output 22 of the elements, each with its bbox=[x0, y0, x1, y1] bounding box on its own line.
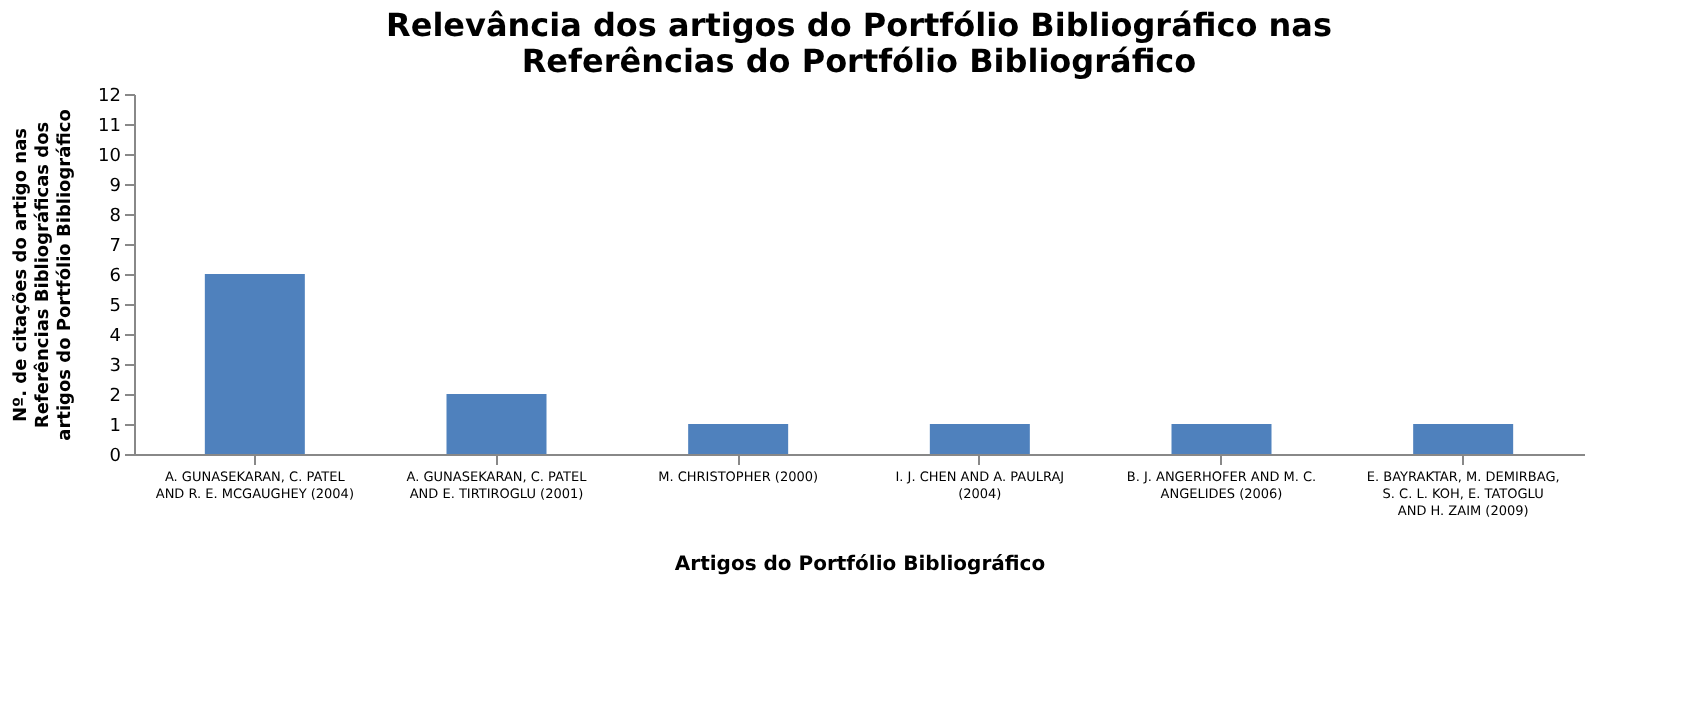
y-tick-label: 10 bbox=[98, 147, 122, 167]
y-tick-label: 9 bbox=[109, 177, 122, 197]
bar bbox=[446, 394, 547, 454]
y-tick-label: 5 bbox=[109, 297, 121, 317]
y-tick-label: 1 bbox=[109, 417, 121, 437]
y-tick-label: 2 bbox=[109, 387, 121, 407]
y-axis-title: Nº. de citações do artigo nas Referências Bibliográficas dos artigos do Portfólio Bibliográfico bbox=[12, 109, 77, 441]
bar bbox=[1413, 424, 1514, 454]
bar bbox=[1171, 424, 1272, 454]
bar bbox=[688, 424, 789, 454]
y-tick-label: 6 bbox=[109, 267, 122, 287]
y-tick-label: 4 bbox=[109, 327, 122, 347]
y-tick-label: 3 bbox=[109, 357, 121, 377]
bar bbox=[204, 274, 305, 454]
y-tick-label: 7 bbox=[109, 237, 121, 257]
chart-title: Relevância dos artigos do Portfólio Bibliográfico nas Referências do Portfólio Bibliográfico bbox=[386, 6, 1332, 80]
x-axis-title: Artigos do Portfólio Bibliográfico bbox=[674, 554, 1046, 576]
y-tick-label: 12 bbox=[98, 87, 121, 107]
bar bbox=[929, 424, 1030, 454]
y-tick-label: 8 bbox=[109, 207, 122, 227]
y-tick-label: 11 bbox=[98, 117, 121, 137]
y-tick-label: 0 bbox=[109, 447, 122, 467]
